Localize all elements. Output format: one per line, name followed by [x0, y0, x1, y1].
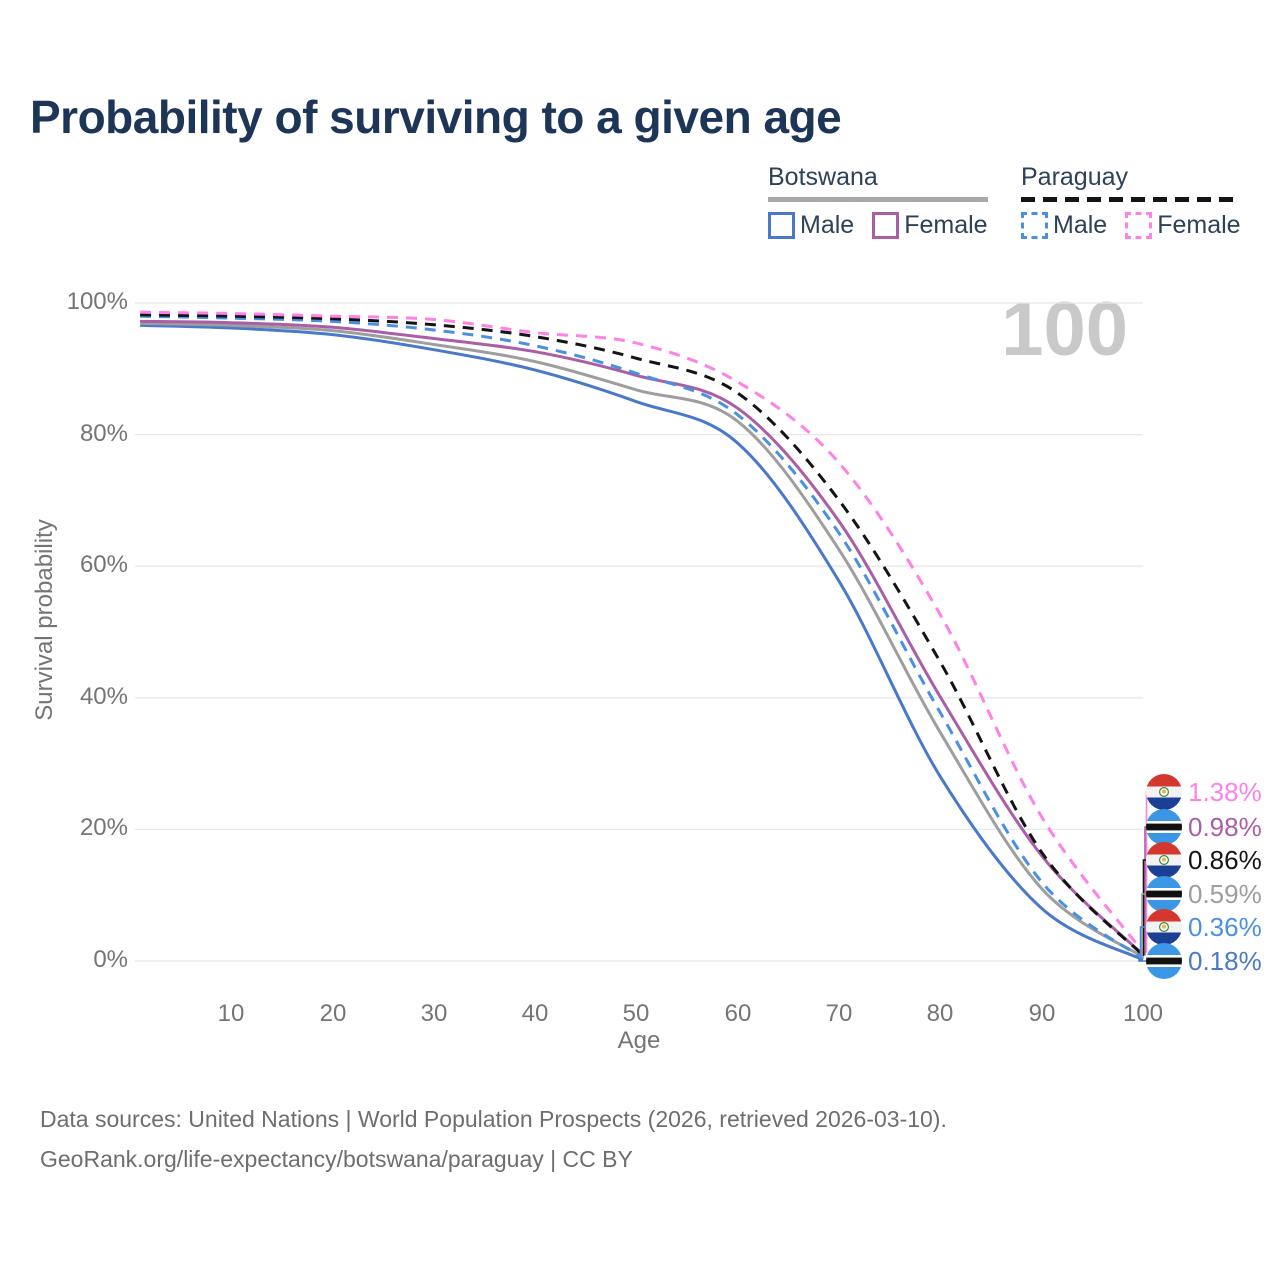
- y-tick-20: 20%: [79, 814, 128, 842]
- x-tick-20: 20: [319, 1000, 347, 1027]
- paraguay-female-swatch-icon: [1125, 212, 1153, 239]
- botswana-flag-icon: [1146, 876, 1182, 912]
- paraguay-flag-icon: [1146, 774, 1182, 810]
- x-tick-80: 80: [926, 1000, 954, 1027]
- legend-group-botswana: Botswana Male Female: [768, 163, 988, 240]
- y-tick-0: 0%: [93, 946, 128, 973]
- connector-bw_male: [1138, 958, 1150, 962]
- y-tick-40: 40%: [79, 682, 128, 710]
- end-label-botswana-total: 0.59%: [1146, 876, 1262, 912]
- x-tick-70: 70: [825, 1000, 853, 1027]
- line-py_female[interactable]: [140, 310, 1145, 953]
- legend-country-paraguay[interactable]: Paraguay: [1021, 163, 1129, 191]
- line-bw_female[interactable]: [140, 319, 1145, 956]
- legend-item-botswana-male[interactable]: Male: [768, 211, 854, 240]
- y-axis-title: Survival probability: [31, 519, 58, 721]
- page-title: Probability of surviving to a given age: [30, 91, 842, 143]
- line-py_total[interactable]: [140, 313, 1145, 957]
- line-bw_total[interactable]: [140, 321, 1144, 959]
- y-tick-60: 60%: [79, 551, 128, 579]
- x-tick-100: 100: [1122, 1000, 1164, 1027]
- end-value: 0.36%: [1188, 911, 1262, 942]
- botswana-flag-icon: [1146, 943, 1182, 979]
- legend-label: Female: [904, 211, 988, 239]
- legend-row-paraguay: Male Female: [1021, 211, 1241, 240]
- end-label-paraguay-female: 1.38%: [1146, 774, 1262, 810]
- botswana-flag-icon: [1146, 809, 1182, 845]
- line-bw_male[interactable]: [140, 323, 1144, 962]
- data-sources-line: Data sources: United Nations | World Pop…: [40, 1106, 947, 1132]
- end-label-botswana-male: 0.18%: [1146, 943, 1262, 979]
- x-axis-title: Age: [617, 1027, 661, 1054]
- x-tick-30: 30: [420, 1000, 448, 1027]
- legend-label: Female: [1157, 211, 1241, 239]
- paraguay-male-swatch-icon: [1021, 212, 1048, 239]
- legend-label: Male: [1053, 211, 1108, 239]
- end-value: 0.18%: [1188, 945, 1262, 976]
- x-tick-90: 90: [1028, 1000, 1056, 1027]
- x-tick-40: 40: [521, 1000, 549, 1027]
- end-label-paraguay-total: 0.86%: [1146, 842, 1262, 878]
- line-py_male[interactable]: [140, 314, 1144, 960]
- legend-group-paraguay: Paraguay Male Female: [1021, 163, 1241, 240]
- x-tick-50: 50: [622, 1000, 650, 1027]
- end-value: 0.86%: [1188, 844, 1262, 875]
- y-tick-80: 80%: [79, 419, 128, 447]
- legend-item-paraguay-male[interactable]: Male: [1021, 211, 1107, 240]
- paraguay-line-style-swatch: [1021, 197, 1241, 202]
- hover-age-watermark: 100: [1001, 287, 1128, 372]
- botswana-line-style-swatch: [768, 197, 988, 202]
- legend-label: Male: [800, 211, 855, 239]
- legend-item-paraguay-female[interactable]: Female: [1125, 211, 1241, 240]
- legend-item-botswana-female[interactable]: Female: [872, 211, 988, 240]
- end-value: 1.38%: [1188, 776, 1262, 807]
- connector-py_male: [1139, 926, 1150, 960]
- paraguay-flag-icon: [1146, 842, 1182, 878]
- end-label-botswana-female: 0.98%: [1146, 809, 1262, 845]
- y-tick-100: 100%: [66, 288, 128, 315]
- end-value: 0.98%: [1188, 811, 1262, 842]
- botswana-male-swatch-icon: [768, 212, 795, 239]
- end-value: 0.59%: [1188, 878, 1262, 909]
- botswana-female-swatch-icon: [872, 212, 900, 239]
- paraguay-flag-icon: [1146, 909, 1182, 945]
- legend-row-botswana: Male Female: [768, 211, 988, 240]
- end-label-paraguay-male: 0.36%: [1146, 909, 1262, 945]
- x-tick-10: 10: [217, 1000, 245, 1027]
- legend-country-botswana[interactable]: Botswana: [768, 163, 878, 191]
- x-tick-60: 60: [724, 1000, 752, 1027]
- attribution-line: GeoRank.org/life-expectancy/botswana/par…: [40, 1146, 633, 1172]
